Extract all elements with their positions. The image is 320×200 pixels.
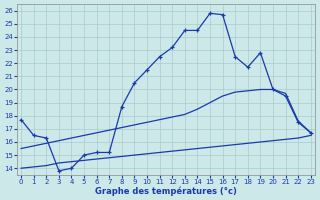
X-axis label: Graphe des températures (°c): Graphe des températures (°c)	[95, 186, 237, 196]
